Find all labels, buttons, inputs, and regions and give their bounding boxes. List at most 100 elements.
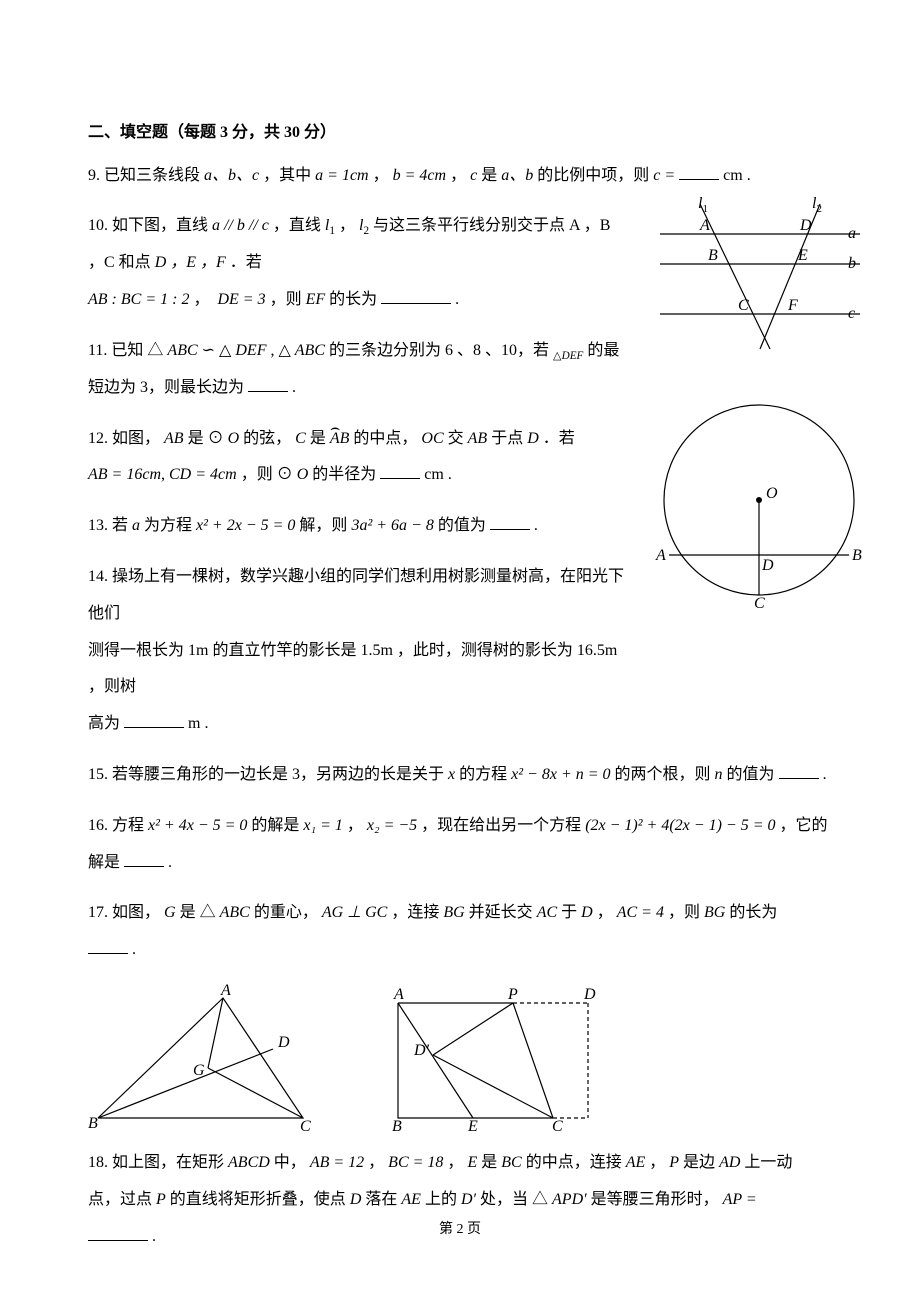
q10-period: . <box>455 291 459 308</box>
q16-period: . <box>168 854 172 871</box>
f1-F: F <box>787 297 798 314</box>
q9-m2: ， <box>373 167 389 184</box>
q16-blank <box>124 850 164 867</box>
q18-p7: ， <box>649 1154 665 1171</box>
q14-blank <box>124 711 184 728</box>
question-14: 14. 操场上有一棵树，数学兴趣小组的同学们想利用树影测量树高，在阳光下他们 测… <box>88 559 628 743</box>
q11-sim: ∽ △ <box>202 342 232 359</box>
figure-rect-fold: A P D D′ B E C <box>378 983 608 1133</box>
q16-p4: ，现在给出另一个方程 <box>421 817 585 834</box>
q18-abcd: ABCD <box>228 1154 270 1171</box>
q17-p9: 的长为 <box>729 904 777 921</box>
q12-blank <box>380 462 420 479</box>
q12-l2c: 的半径为 <box>312 466 376 483</box>
q12-d: D <box>527 430 539 447</box>
q18-p2b: P <box>156 1191 166 1208</box>
q11-abc: ABC <box>167 342 197 359</box>
fig3-A: A <box>220 983 231 999</box>
figure-triangle-centroid: A B C D G <box>88 983 318 1133</box>
q10-l2c: ，则 <box>270 291 306 308</box>
q12-oc: OC <box>421 430 443 447</box>
q9-vars: a、b、c <box>204 167 259 184</box>
q15-p2: 的方程 <box>459 766 511 783</box>
question-11: 11. 已知 △ ABC ∽ △ DEF , △ ABC 的三条边分别为 6 、… <box>88 333 628 407</box>
fig4-C: C <box>552 1118 563 1133</box>
q12-o2: O <box>297 466 309 483</box>
q9-m4: 是 <box>481 167 501 184</box>
q13-p2: 为方程 <box>144 517 196 534</box>
q9-t: 9. 已知三条线段 <box>88 167 204 184</box>
q18-ad: AD <box>719 1154 740 1171</box>
q18-l2f: 是等腰三角形时， <box>591 1191 719 1208</box>
q9-ab: a、b <box>501 167 533 184</box>
q15-period: . <box>823 766 827 783</box>
q12-p4: 是 <box>310 430 330 447</box>
fig3-G: G <box>193 1062 205 1079</box>
q16-p2: 的解是 <box>251 817 303 834</box>
q18-e: E <box>467 1154 477 1171</box>
f1-D: D <box>799 217 812 234</box>
q9-m5: 的比例中项，则 <box>537 167 653 184</box>
f1-E: E <box>797 247 808 264</box>
q9-m3: ， <box>450 167 466 184</box>
q16-p1: 16. 方程 <box>88 817 148 834</box>
fig4-E: E <box>467 1118 478 1133</box>
q17-bg: BG <box>443 904 464 921</box>
q17-abc: ABC <box>220 904 250 921</box>
f1-C: C <box>738 297 749 314</box>
f1-a: a <box>848 225 856 242</box>
q17-p5: 并延长交 <box>469 904 537 921</box>
q16-eq2: (2x − 1)² + 4(2x − 1) − 5 = 0 <box>585 817 775 834</box>
q15-eq: x² − 8x + n = 0 <box>511 766 610 783</box>
q12-c: C <box>295 430 306 447</box>
question-10: 10. 如下图，直线 a // b // c ，直线 l1 ， l2 与这三条平… <box>88 208 628 319</box>
q11-def2: DEF <box>562 350 584 362</box>
q10-p5: ．若 <box>230 254 262 271</box>
q18-p: P <box>669 1154 679 1171</box>
q10-p2: ，直线 <box>273 217 325 234</box>
f1-c: c <box>848 305 855 322</box>
q10-e1: a // b // c <box>212 217 269 234</box>
q9-unit: cm . <box>723 167 751 184</box>
q13-p3: 解，则 <box>299 517 351 534</box>
q17-g: G <box>164 904 176 921</box>
q12-p3: 的弦， <box>243 430 291 447</box>
q18-bc2: BC <box>501 1154 521 1171</box>
f2-O: O <box>766 485 778 502</box>
q18-ap: AP = <box>723 1191 757 1208</box>
f2-D: D <box>761 557 774 574</box>
page: 二、填空题（每题 3 分，共 30 分） 9. 已知三条线段 a、b、c ，其中… <box>0 0 920 1309</box>
q15-blank <box>779 762 819 779</box>
q18-apd: APD′ <box>552 1191 587 1208</box>
f1-B: B <box>708 247 718 264</box>
q15-p1: 15. 若等腰三角形的一边长是 3，另两边的长是关于 <box>88 766 448 783</box>
fig4-D: D <box>583 986 596 1003</box>
q18-l2d: 上的 <box>425 1191 461 1208</box>
section-title: 二、填空题（每题 3 分，共 30 分） <box>88 120 832 146</box>
q17-blank <box>88 937 128 954</box>
question-16: 16. 方程 x² + 4x − 5 = 0 的解是 x₁ = 1 ， x₂ =… <box>88 808 832 882</box>
q11-blank <box>248 375 288 392</box>
q9-c: c <box>470 167 477 184</box>
q11-p2: , △ <box>270 342 290 359</box>
q14-l3a: 高为 <box>88 715 120 732</box>
q13-eq1: x² + 2x − 5 = 0 <box>196 517 295 534</box>
q16-l2: 解是 <box>88 854 120 871</box>
f1-b: b <box>848 255 856 272</box>
f2-A: A <box>655 547 666 564</box>
q18-l2c: 落在 <box>365 1191 401 1208</box>
q9-blank <box>679 163 719 180</box>
q15-x: x <box>448 766 455 783</box>
q10-def: D ，E ，F <box>155 254 226 271</box>
q12-p5: 的中点， <box>353 430 417 447</box>
q12-l2b: ，则 ⊙ <box>241 466 297 483</box>
q13-blank <box>490 513 530 530</box>
q12-p7: 于点 <box>491 430 527 447</box>
q9-c2: c = <box>653 167 675 184</box>
q9-eq1: a = 1cm <box>315 167 368 184</box>
q12-p6: 交 <box>448 430 468 447</box>
q18-ae: AE <box>626 1154 646 1171</box>
q16-eq1: x² + 4x − 5 = 0 <box>148 817 247 834</box>
q18-l2a: 点，过点 <box>88 1191 156 1208</box>
q17-p4: ，连接 <box>391 904 443 921</box>
